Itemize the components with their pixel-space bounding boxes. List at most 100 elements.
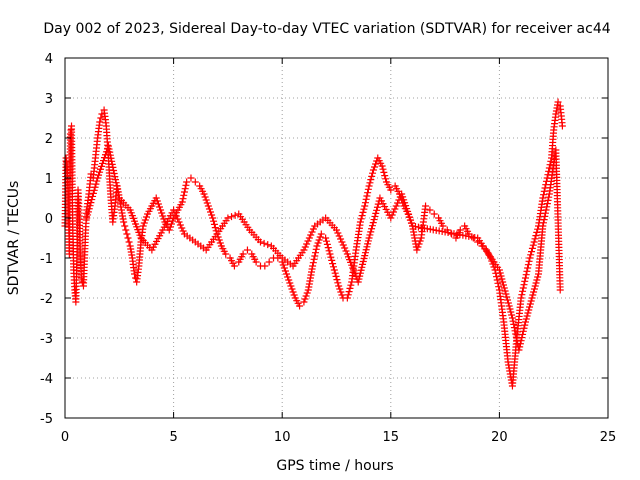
data-point — [368, 172, 376, 180]
y-axis-label: SDTVAR / TECUs — [6, 181, 22, 296]
data-point — [497, 272, 505, 280]
data-point — [365, 182, 373, 190]
data-point — [284, 273, 292, 281]
data-point — [329, 260, 337, 268]
data-point — [322, 234, 330, 242]
data-point — [172, 212, 180, 220]
data-point — [502, 290, 510, 298]
data-point — [422, 202, 430, 210]
data-point — [392, 202, 400, 210]
data-point — [361, 249, 369, 257]
data-point — [365, 234, 373, 242]
data-point — [114, 188, 122, 196]
data-point — [388, 211, 396, 219]
data-point — [357, 215, 365, 223]
data-point — [334, 279, 342, 287]
data-point — [200, 190, 208, 198]
data-point — [416, 237, 424, 245]
data-point — [524, 309, 532, 317]
data-point — [391, 205, 399, 213]
data-point — [178, 224, 186, 232]
data-point — [301, 243, 309, 251]
data-point — [92, 180, 100, 188]
data-point — [142, 213, 150, 221]
data-point — [154, 200, 162, 208]
data-point — [369, 219, 377, 227]
data-point — [342, 247, 350, 255]
data-point — [508, 311, 516, 319]
data-point — [335, 232, 343, 240]
data-point — [545, 193, 553, 201]
data-point — [216, 239, 224, 247]
data-point — [88, 196, 96, 204]
data-point — [525, 306, 533, 314]
data-point — [387, 186, 395, 194]
data-point — [527, 251, 535, 259]
data-point — [516, 343, 524, 351]
data-point — [346, 284, 354, 292]
data-point — [361, 202, 369, 210]
data-point — [203, 199, 211, 207]
data-point — [366, 231, 374, 239]
data-point — [89, 192, 97, 200]
data-point — [493, 276, 501, 284]
data-point — [222, 250, 230, 258]
data-point — [178, 198, 186, 206]
data-point — [533, 276, 541, 284]
data-point — [289, 288, 297, 296]
data-point — [139, 222, 147, 230]
data-point — [529, 291, 537, 299]
data-point — [337, 235, 345, 243]
data-point — [91, 183, 99, 191]
data-point — [362, 195, 370, 203]
data-point — [500, 284, 508, 292]
data-point — [360, 205, 368, 213]
data-point — [111, 176, 119, 184]
data-point — [85, 205, 93, 213]
data-point — [123, 230, 131, 238]
data-point — [505, 302, 513, 310]
data-point — [174, 215, 182, 223]
data-point — [532, 279, 540, 287]
data-point — [508, 314, 516, 322]
data-point — [345, 288, 353, 296]
data-point — [328, 256, 336, 264]
data-point — [176, 221, 184, 229]
x-axis-label: GPS time / hours — [276, 458, 393, 474]
y-tick-label: -2 — [40, 292, 53, 307]
data-point — [363, 192, 371, 200]
data-point — [507, 308, 515, 316]
data-point — [183, 178, 191, 186]
data-point — [530, 285, 538, 293]
plot-frame — [64, 57, 609, 419]
data-point — [152, 194, 160, 202]
data-point — [546, 161, 554, 169]
data-point — [359, 257, 367, 265]
data-point — [179, 195, 187, 203]
data-point — [373, 203, 381, 211]
data-point — [333, 276, 341, 284]
data-point — [125, 238, 133, 246]
data-point — [509, 317, 517, 325]
data-point — [526, 303, 534, 311]
y-tick-label: 3 — [45, 92, 53, 107]
data-point — [518, 334, 526, 342]
data-point — [309, 262, 317, 270]
data-point — [158, 209, 166, 217]
data-point — [231, 211, 239, 219]
data-point — [230, 262, 238, 270]
data-point — [523, 267, 531, 275]
data-point — [287, 282, 295, 290]
data-point — [86, 202, 94, 210]
data-point — [520, 324, 528, 332]
data-point — [187, 174, 195, 182]
data-point — [215, 236, 223, 244]
data-point — [496, 269, 504, 277]
data-point — [528, 248, 536, 256]
data-point — [380, 168, 388, 176]
data-point — [439, 222, 447, 230]
data-point — [308, 228, 316, 236]
data-point — [106, 148, 114, 156]
data-point — [90, 186, 98, 194]
